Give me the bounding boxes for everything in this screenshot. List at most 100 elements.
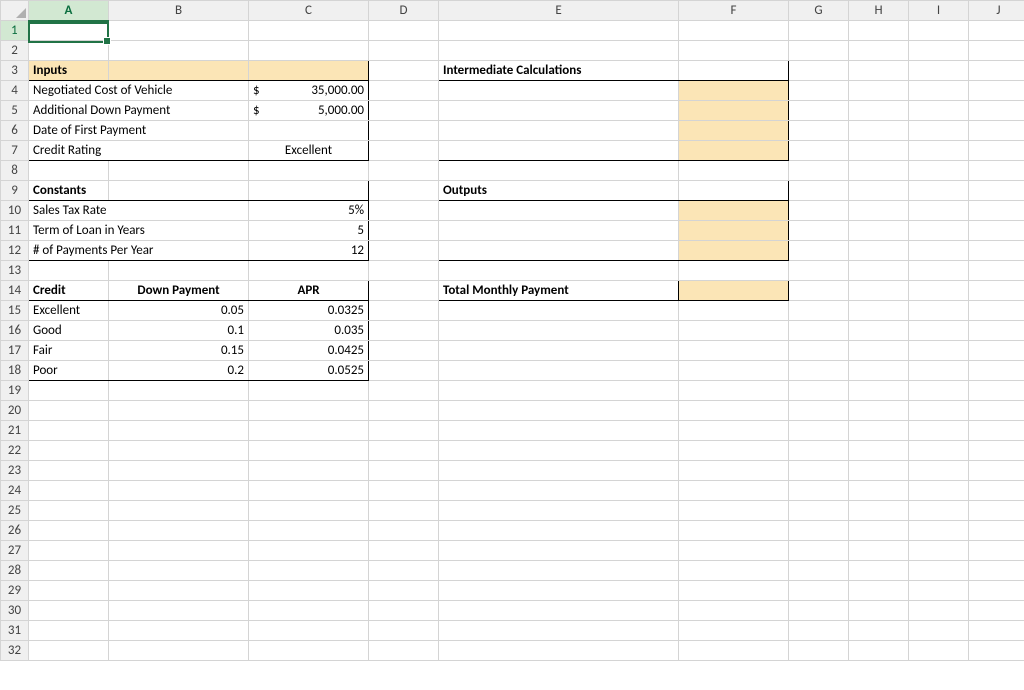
cell-I1[interactable] xyxy=(909,21,969,41)
cell-E21[interactable] xyxy=(439,421,679,441)
cell-H13[interactable] xyxy=(849,261,909,281)
cell-F3[interactable] xyxy=(679,61,789,81)
cell-C30[interactable] xyxy=(249,601,369,621)
row-header-17[interactable]: 17 xyxy=(1,341,29,361)
cell-B23[interactable] xyxy=(109,461,249,481)
cell-G27[interactable] xyxy=(789,541,849,561)
cell-D17[interactable] xyxy=(369,341,439,361)
cell-F15[interactable] xyxy=(679,301,789,321)
cell-J17[interactable] xyxy=(969,341,1024,361)
cell-C20[interactable] xyxy=(249,401,369,421)
cell-C10[interactable]: 5% xyxy=(249,201,369,221)
cell-B15[interactable]: 0.05 xyxy=(109,301,249,321)
cell-C16[interactable]: 0.035 xyxy=(249,321,369,341)
cell-D19[interactable] xyxy=(369,381,439,401)
cell-C9[interactable] xyxy=(249,181,369,201)
cell-E13[interactable] xyxy=(439,261,679,281)
cell-G2[interactable] xyxy=(789,41,849,61)
cell-D15[interactable] xyxy=(369,301,439,321)
cell-H3[interactable] xyxy=(849,61,909,81)
cell-B30[interactable] xyxy=(109,601,249,621)
cell-B22[interactable] xyxy=(109,441,249,461)
cell-F7[interactable] xyxy=(679,141,789,161)
cell-E32[interactable] xyxy=(439,641,679,661)
cell-A29[interactable] xyxy=(29,581,109,601)
cell-D21[interactable] xyxy=(369,421,439,441)
cell-D11[interactable] xyxy=(369,221,439,241)
cell-G8[interactable] xyxy=(789,161,849,181)
cell-A26[interactable] xyxy=(29,521,109,541)
cell-D12[interactable] xyxy=(369,241,439,261)
cell-E24[interactable] xyxy=(439,481,679,501)
cell-E2[interactable] xyxy=(439,41,679,61)
cell-G18[interactable] xyxy=(789,361,849,381)
cell-A31[interactable] xyxy=(29,621,109,641)
cell-F12[interactable] xyxy=(679,241,789,261)
cell-E23[interactable] xyxy=(439,461,679,481)
cell-D25[interactable] xyxy=(369,501,439,521)
cell-J1[interactable] xyxy=(969,21,1024,41)
cell-A8[interactable] xyxy=(29,161,109,181)
cell-C14[interactable]: APR xyxy=(249,281,369,301)
cell-H19[interactable] xyxy=(849,381,909,401)
cell-G23[interactable] xyxy=(789,461,849,481)
cell-I10[interactable] xyxy=(909,201,969,221)
row-header-4[interactable]: 4 xyxy=(1,81,29,101)
cell-C5[interactable]: $5,000.00 xyxy=(249,101,369,121)
cell-J26[interactable] xyxy=(969,521,1024,541)
cell-G29[interactable] xyxy=(789,581,849,601)
cell-C24[interactable] xyxy=(249,481,369,501)
cell-A12[interactable]: # of Payments Per Year xyxy=(29,241,249,261)
cell-E26[interactable] xyxy=(439,521,679,541)
cell-E30[interactable] xyxy=(439,601,679,621)
cell-F27[interactable] xyxy=(679,541,789,561)
cell-F31[interactable] xyxy=(679,621,789,641)
cell-A28[interactable] xyxy=(29,561,109,581)
cell-A27[interactable] xyxy=(29,541,109,561)
column-header-B[interactable]: B xyxy=(109,1,249,21)
cell-J28[interactable] xyxy=(969,561,1024,581)
cell-C29[interactable] xyxy=(249,581,369,601)
cell-A24[interactable] xyxy=(29,481,109,501)
cell-E17[interactable] xyxy=(439,341,679,361)
cell-J8[interactable] xyxy=(969,161,1024,181)
cell-J15[interactable] xyxy=(969,301,1024,321)
cell-C3[interactable] xyxy=(249,61,369,81)
cell-I25[interactable] xyxy=(909,501,969,521)
cell-G21[interactable] xyxy=(789,421,849,441)
cell-E31[interactable] xyxy=(439,621,679,641)
cell-J27[interactable] xyxy=(969,541,1024,561)
cell-C22[interactable] xyxy=(249,441,369,461)
cell-C11[interactable]: 5 xyxy=(249,221,369,241)
cell-F24[interactable] xyxy=(679,481,789,501)
cell-A6[interactable]: Date of First Payment xyxy=(29,121,249,141)
cell-H12[interactable] xyxy=(849,241,909,261)
cell-A16[interactable]: Good xyxy=(29,321,109,341)
cell-G5[interactable] xyxy=(789,101,849,121)
cell-E22[interactable] xyxy=(439,441,679,461)
cell-A18[interactable]: Poor xyxy=(29,361,109,381)
cell-D27[interactable] xyxy=(369,541,439,561)
cell-G25[interactable] xyxy=(789,501,849,521)
cell-A14[interactable]: Credit xyxy=(29,281,109,301)
cell-B19[interactable] xyxy=(109,381,249,401)
cell-F19[interactable] xyxy=(679,381,789,401)
cell-B16[interactable]: 0.1 xyxy=(109,321,249,341)
cell-J24[interactable] xyxy=(969,481,1024,501)
cell-C17[interactable]: 0.0425 xyxy=(249,341,369,361)
cell-F21[interactable] xyxy=(679,421,789,441)
cell-H9[interactable] xyxy=(849,181,909,201)
row-header-20[interactable]: 20 xyxy=(1,401,29,421)
cell-J2[interactable] xyxy=(969,41,1024,61)
cell-B25[interactable] xyxy=(109,501,249,521)
cell-H14[interactable] xyxy=(849,281,909,301)
cell-E14[interactable]: Total Monthly Payment xyxy=(439,281,679,301)
cell-E8[interactable] xyxy=(439,161,679,181)
cell-B8[interactable] xyxy=(109,161,249,181)
cell-J5[interactable] xyxy=(969,101,1024,121)
cell-D9[interactable] xyxy=(369,181,439,201)
cell-G15[interactable] xyxy=(789,301,849,321)
cell-D2[interactable] xyxy=(369,41,439,61)
cell-B21[interactable] xyxy=(109,421,249,441)
cell-I27[interactable] xyxy=(909,541,969,561)
